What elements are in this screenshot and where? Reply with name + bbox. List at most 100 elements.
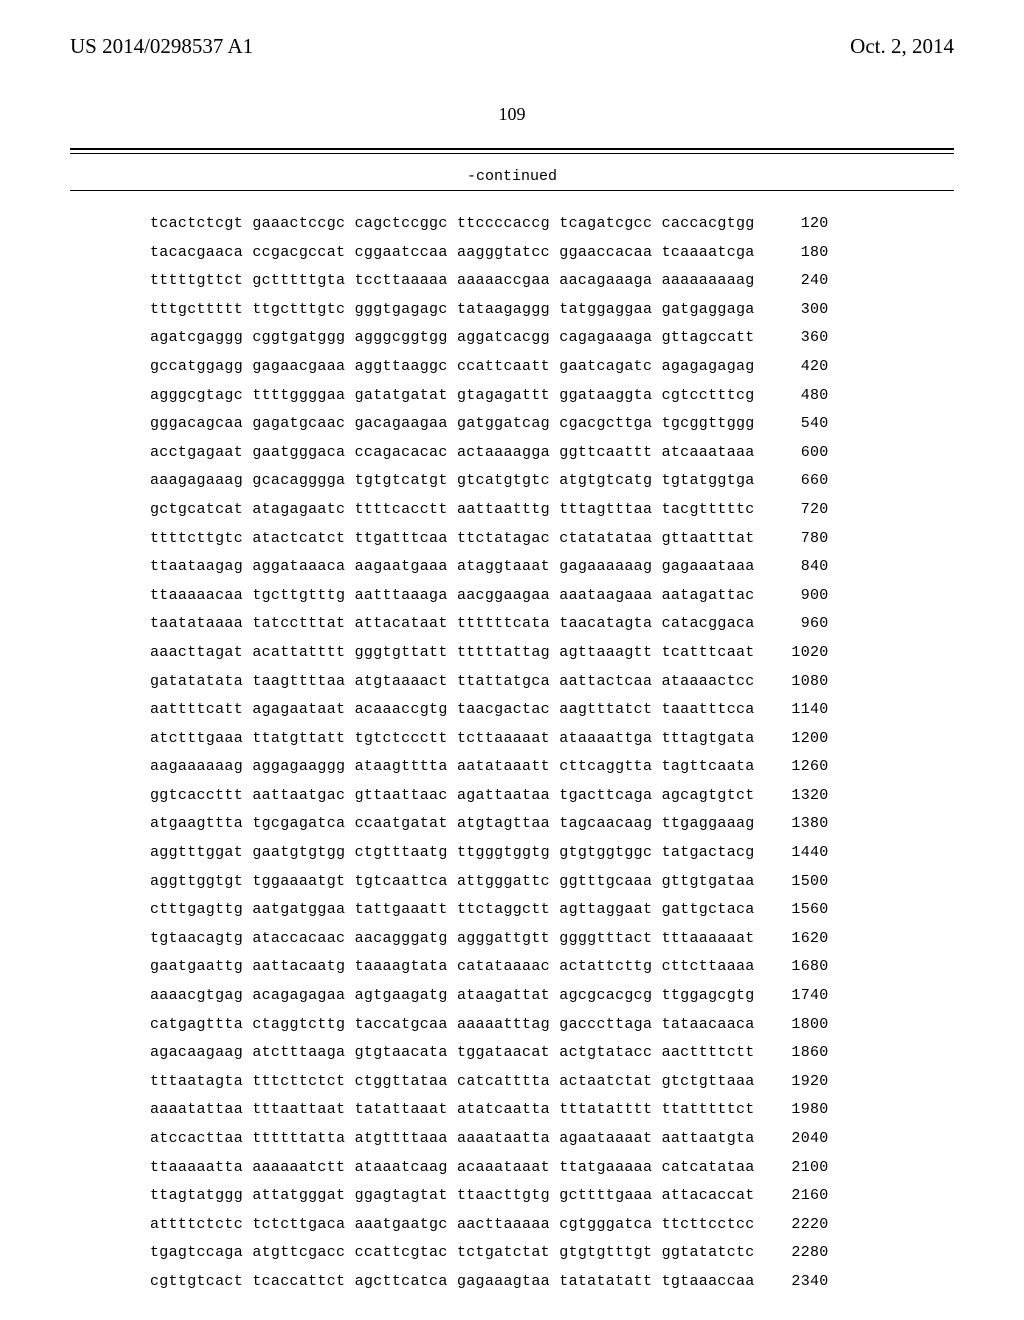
sequence-bases: aggtttggat gaatgtgtgg ctgtttaatg ttgggtg… [150,839,755,868]
sequence-bases: atccacttaa ttttttatta atgttttaaa aaaataa… [150,1125,755,1154]
sequence-row: tttaatagta tttcttctct ctggttataa catcatt… [150,1068,829,1097]
sequence-count: 420 [765,353,829,382]
sequence-count: 240 [765,267,829,296]
sequence-count: 300 [765,296,829,325]
rule-mid [70,190,954,191]
sequence-bases: tacacgaaca ccgacgccat cggaatccaa aagggta… [150,239,755,268]
sequence-bases: agacaagaag atctttaaga gtgtaacata tggataa… [150,1039,755,1068]
sequence-row: aagaaaaaag aggagaaggg ataagtttta aatataa… [150,753,829,782]
sequence-count: 540 [765,410,829,439]
sequence-count: 2340 [765,1268,829,1297]
page: US 2014/0298537 A1 Oct. 2, 2014 109 -con… [0,0,1024,1320]
sequence-bases: tgagtccaga atgttcgacc ccattcgtac tctgatc… [150,1239,755,1268]
patent-date: Oct. 2, 2014 [850,34,954,59]
sequence-row: gctgcatcat atagagaatc ttttcacctt aattaat… [150,496,829,525]
sequence-bases: gccatggagg gagaacgaaa aggttaaggc ccattca… [150,353,755,382]
sequence-bases: agatcgaggg cggtgatggg agggcggtgg aggatca… [150,324,755,353]
sequence-row: aaaacgtgag acagagagaa agtgaagatg ataagat… [150,982,829,1011]
sequence-row: gatatatata taagttttaa atgtaaaact ttattat… [150,668,829,697]
sequence-bases: gctgcatcat atagagaatc ttttcacctt aattaat… [150,496,755,525]
sequence-listing: tcactctcgt gaaactccgc cagctccggc ttcccca… [150,210,829,1297]
sequence-count: 1020 [765,639,829,668]
sequence-row: acctgagaat gaatgggaca ccagacacac actaaaa… [150,439,829,468]
sequence-bases: aaacttagat acattatttt gggtgttatt tttttat… [150,639,755,668]
sequence-bases: tttgcttttt ttgctttgtc gggtgagagc tataaga… [150,296,755,325]
sequence-row: taatataaaa tatcctttat attacataat ttttttc… [150,610,829,639]
sequence-count: 1980 [765,1096,829,1125]
sequence-bases: gggacagcaa gagatgcaac gacagaagaa gatggat… [150,410,755,439]
sequence-row: gccatggagg gagaacgaaa aggttaaggc ccattca… [150,353,829,382]
sequence-count: 960 [765,610,829,639]
sequence-count: 1380 [765,810,829,839]
sequence-row: agggcgtagc ttttggggaa gatatgatat gtagaga… [150,382,829,411]
sequence-count: 1800 [765,1011,829,1040]
patent-number: US 2014/0298537 A1 [70,34,253,59]
sequence-row: cgttgtcact tcaccattct agcttcatca gagaaag… [150,1268,829,1297]
sequence-row: aaacttagat acattatttt gggtgttatt tttttat… [150,639,829,668]
sequence-bases: tcactctcgt gaaactccgc cagctccggc ttcccca… [150,210,755,239]
sequence-bases: tgtaacagtg ataccacaac aacagggatg agggatt… [150,925,755,954]
sequence-row: tttttgttct gctttttgta tccttaaaaa aaaaacc… [150,267,829,296]
sequence-count: 660 [765,467,829,496]
sequence-row: ctttgagttg aatgatggaa tattgaaatt ttctagg… [150,896,829,925]
sequence-row: ttaaaaatta aaaaaatctt ataaatcaag acaaata… [150,1154,829,1183]
sequence-count: 180 [765,239,829,268]
sequence-count: 120 [765,210,829,239]
sequence-count: 480 [765,382,829,411]
sequence-count: 720 [765,496,829,525]
sequence-count: 1500 [765,868,829,897]
sequence-bases: tttaatagta tttcttctct ctggttataa catcatt… [150,1068,755,1097]
sequence-bases: cgttgtcact tcaccattct agcttcatca gagaaag… [150,1268,755,1297]
sequence-bases: attttctctc tctcttgaca aaatgaatgc aacttaa… [150,1211,755,1240]
sequence-row: aaaatattaa tttaattaat tatattaaat atatcaa… [150,1096,829,1125]
sequence-row: ttagtatggg attatgggat ggagtagtat ttaactt… [150,1182,829,1211]
sequence-bases: ttaaaaacaa tgcttgtttg aatttaaaga aacggaa… [150,582,755,611]
sequence-bases: atgaagttta tgcgagatca ccaatgatat atgtagt… [150,810,755,839]
sequence-row: atgaagttta tgcgagatca ccaatgatat atgtagt… [150,810,829,839]
sequence-bases: taatataaaa tatcctttat attacataat ttttttc… [150,610,755,639]
sequence-row: ttttcttgtc atactcatct ttgatttcaa ttctata… [150,525,829,554]
sequence-count: 600 [765,439,829,468]
sequence-row: tgtaacagtg ataccacaac aacagggatg agggatt… [150,925,829,954]
sequence-bases: ttagtatggg attatgggat ggagtagtat ttaactt… [150,1182,755,1211]
sequence-count: 900 [765,582,829,611]
sequence-count: 2280 [765,1239,829,1268]
sequence-count: 1320 [765,782,829,811]
sequence-row: tttgcttttt ttgctttgtc gggtgagagc tataaga… [150,296,829,325]
sequence-bases: gaatgaattg aattacaatg taaaagtata catataa… [150,953,755,982]
sequence-row: ggtcaccttt aattaatgac gttaattaac agattaa… [150,782,829,811]
sequence-bases: aggttggtgt tggaaaatgt tgtcaattca attggga… [150,868,755,897]
sequence-count: 2100 [765,1154,829,1183]
sequence-row: tacacgaaca ccgacgccat cggaatccaa aagggta… [150,239,829,268]
sequence-bases: acctgagaat gaatgggaca ccagacacac actaaaa… [150,439,755,468]
sequence-bases: agggcgtagc ttttggggaa gatatgatat gtagaga… [150,382,755,411]
sequence-row: ttaaaaacaa tgcttgtttg aatttaaaga aacggaa… [150,582,829,611]
sequence-bases: aaaacgtgag acagagagaa agtgaagatg ataagat… [150,982,755,1011]
sequence-row: attttctctc tctcttgaca aaatgaatgc aacttaa… [150,1211,829,1240]
sequence-count: 1200 [765,725,829,754]
sequence-bases: aattttcatt agagaataat acaaaccgtg taacgac… [150,696,755,725]
continued-label: -continued [0,168,1024,185]
sequence-count: 1080 [765,668,829,697]
sequence-row: aaagagaaag gcacagggga tgtgtcatgt gtcatgt… [150,467,829,496]
sequence-bases: aaagagaaag gcacagggga tgtgtcatgt gtcatgt… [150,467,755,496]
page-number: 109 [0,104,1024,125]
sequence-row: gggacagcaa gagatgcaac gacagaagaa gatggat… [150,410,829,439]
sequence-bases: tttttgttct gctttttgta tccttaaaaa aaaaacc… [150,267,755,296]
sequence-count: 2220 [765,1211,829,1240]
sequence-row: tgagtccaga atgttcgacc ccattcgtac tctgatc… [150,1239,829,1268]
sequence-bases: catgagttta ctaggtcttg taccatgcaa aaaaatt… [150,1011,755,1040]
sequence-row: ttaataagag aggataaaca aagaatgaaa ataggta… [150,553,829,582]
sequence-row: tcactctcgt gaaactccgc cagctccggc ttcccca… [150,210,829,239]
sequence-bases: gatatatata taagttttaa atgtaaaact ttattat… [150,668,755,697]
sequence-row: aattttcatt agagaataat acaaaccgtg taacgac… [150,696,829,725]
sequence-bases: ctttgagttg aatgatggaa tattgaaatt ttctagg… [150,896,755,925]
sequence-row: aggtttggat gaatgtgtgg ctgtttaatg ttgggtg… [150,839,829,868]
sequence-count: 1260 [765,753,829,782]
sequence-bases: ttttcttgtc atactcatct ttgatttcaa ttctata… [150,525,755,554]
sequence-bases: aagaaaaaag aggagaaggg ataagtttta aatataa… [150,753,755,782]
sequence-bases: ttaataagag aggataaaca aagaatgaaa ataggta… [150,553,755,582]
sequence-row: aggttggtgt tggaaaatgt tgtcaattca attggga… [150,868,829,897]
sequence-count: 1740 [765,982,829,1011]
sequence-count: 1440 [765,839,829,868]
